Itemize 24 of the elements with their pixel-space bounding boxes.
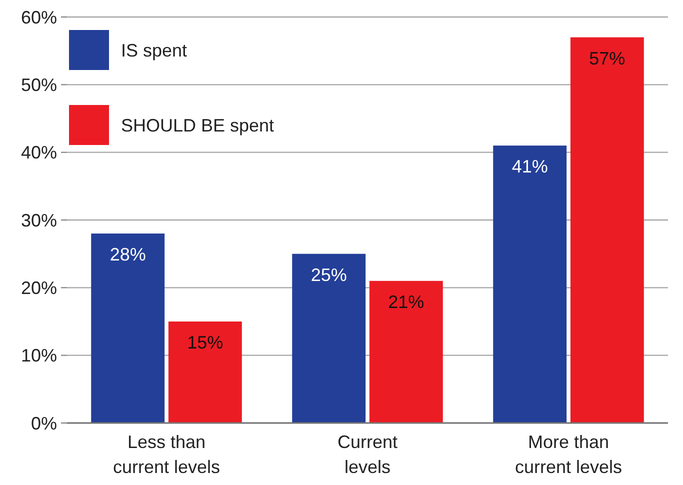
x-tick-label: Less than current levels <box>112 432 220 477</box>
y-tick-label: 0% <box>30 413 57 434</box>
legend-label: SHOULD BE spent <box>121 115 274 136</box>
legend-label: IS spent <box>121 40 188 60</box>
y-tick-label: 30% <box>20 210 57 230</box>
bar <box>570 37 644 423</box>
y-tick-label: 40% <box>20 142 57 163</box>
text: 28% <box>110 244 146 265</box>
x-tick-label: More than current levels <box>514 432 622 477</box>
y-tick-label: 60% <box>20 7 57 28</box>
text: 25% <box>310 264 347 285</box>
x-tick-label: Current levels <box>337 432 398 477</box>
bar <box>493 146 567 423</box>
y-tick-label: 20% <box>20 278 57 298</box>
text: 15% <box>187 332 224 352</box>
text: 41% <box>512 156 548 177</box>
bar <box>91 234 165 423</box>
bar <box>369 280 443 423</box>
text: 21% <box>388 292 424 312</box>
bar <box>168 322 242 423</box>
bar <box>292 254 366 423</box>
y-tick-label: 50% <box>20 74 57 95</box>
text: 57% <box>589 48 626 68</box>
y-tick-label: 10% <box>20 346 57 366</box>
